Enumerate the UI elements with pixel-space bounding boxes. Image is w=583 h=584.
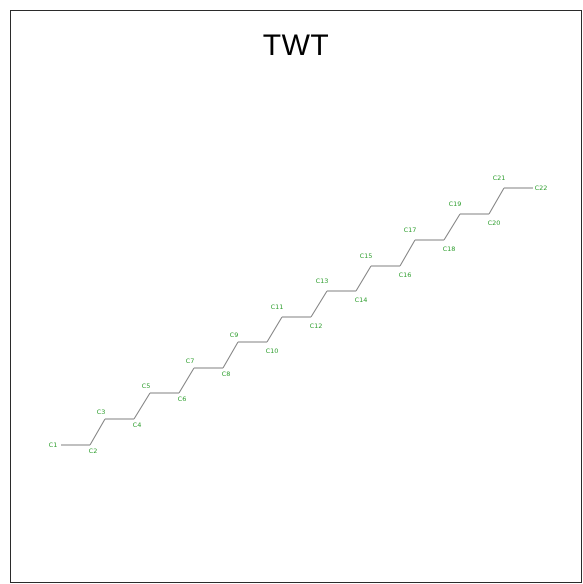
atom-label-c11: C11 [271,303,284,311]
atom-label-c21: C21 [493,174,506,182]
atom-label-c20: C20 [488,219,501,227]
bond-c14-c15 [355,265,372,292]
atom-label-c13: C13 [316,277,329,285]
bond-c20-c21 [488,187,505,215]
atom-label-c8: C8 [222,370,231,378]
atom-label-c2: C2 [89,447,98,455]
atom-label-c15: C15 [360,252,373,260]
bond-c8-c9 [222,341,239,369]
bond-c4-c5 [133,392,151,420]
diagram-frame: TWT [10,10,582,583]
atom-label-c7: C7 [186,357,195,365]
atom-label-c19: C19 [449,200,462,208]
bond-c18-c19 [443,213,461,241]
atom-label-c5: C5 [142,382,151,390]
atom-label-c16: C16 [399,271,412,279]
atom-label-c14: C14 [355,296,368,304]
atom-label-c18: C18 [443,245,456,253]
diagram-title: TWT [262,29,330,62]
bond-c12-c13 [310,290,328,318]
atom-label-c4: C4 [133,421,142,429]
bond-c6-c7 [178,367,195,394]
atom-label-c12: C12 [310,322,323,330]
atom-label-c3: C3 [97,408,106,416]
bond-c2-c3 [89,418,106,446]
bond-c16-c17 [399,239,416,267]
atom-label-c22: C22 [535,184,548,192]
atom-label-c6: C6 [178,395,187,403]
atom-label-c9: C9 [230,331,239,339]
atom-label-c1: C1 [49,441,58,449]
bond-c10-c11 [266,316,283,343]
atom-label-c17: C17 [404,226,417,234]
atom-label-c10: C10 [266,347,279,355]
